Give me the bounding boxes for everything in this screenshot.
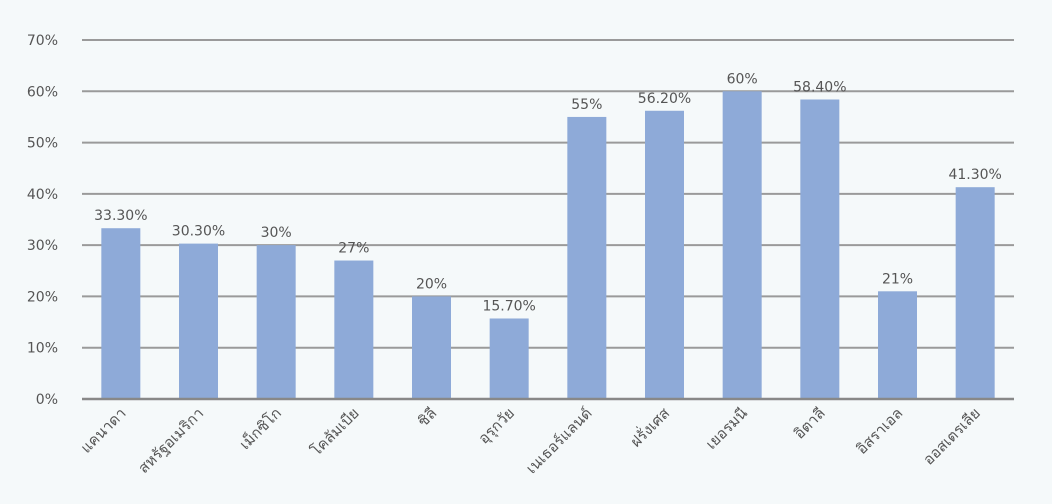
y-tick-label: 50% <box>27 136 58 152</box>
data-label: 27% <box>338 241 369 257</box>
y-tick-label: 10% <box>27 341 58 357</box>
bar <box>412 296 451 399</box>
bars <box>101 91 995 400</box>
x-tick-label: ฝรั่งเศส <box>625 403 673 451</box>
bar <box>878 291 917 399</box>
bar <box>489 318 529 399</box>
y-axis-ticks: 0% 10% 20% 30% 40% 50% 60% 70% <box>27 33 58 408</box>
y-tick-label: 70% <box>27 33 58 49</box>
bar <box>334 260 374 399</box>
data-label: 60% <box>727 71 758 87</box>
data-label: 15.70% <box>482 298 535 314</box>
data-labels: 33.30% 30.30% 30% 27% 20% 15.70% 55% 56.20% 60% 5… <box>94 71 1002 314</box>
x-tick-label: อิตาลี <box>790 404 828 442</box>
x-tick-label: เม็กซิโก <box>235 403 285 453</box>
bar <box>955 187 995 399</box>
data-label: 33.30% <box>94 208 147 224</box>
gridlines <box>82 39 1014 349</box>
x-tick-label: สหรัฐอเมริกา <box>135 404 208 477</box>
x-tick-label: แคนาดา <box>77 404 130 457</box>
x-axis-ticks: แคนาดา สหรัฐอเมริกา เม็กซิโก โคลัมเบีย ชิลี อ… <box>77 403 984 478</box>
bar <box>256 245 296 399</box>
bar <box>800 99 840 400</box>
data-label: 41.30% <box>948 167 1001 183</box>
bar <box>179 243 218 399</box>
data-label: 30% <box>261 225 292 241</box>
y-tick-label: 60% <box>27 84 58 100</box>
data-label: 20% <box>416 276 447 292</box>
bar <box>722 91 762 400</box>
bar <box>101 228 141 399</box>
x-tick-label: โคลัมเบีย <box>307 404 363 460</box>
y-tick-label: 40% <box>27 187 58 203</box>
data-label: 56.20% <box>638 91 691 107</box>
x-tick-label: เนเธอร์แลนด์ <box>522 404 595 477</box>
x-tick-label: เยอรมนี <box>702 404 751 453</box>
x-tick-label: ชิลี <box>414 404 440 430</box>
y-tick-label: 20% <box>27 289 58 305</box>
data-label: 30.30% <box>172 224 225 240</box>
bar <box>567 116 607 399</box>
data-label: 21% <box>882 271 913 287</box>
x-tick-label: อุรุกวัย <box>475 404 519 448</box>
data-label: 55% <box>571 97 602 113</box>
x-tick-label: ออสเตรเลีย <box>919 404 984 469</box>
x-tick-label: อิสราเอล <box>853 404 907 458</box>
bar <box>645 110 684 399</box>
data-label: 58.40% <box>793 79 846 95</box>
y-tick-label: 0% <box>36 392 58 408</box>
y-tick-label: 30% <box>27 238 58 254</box>
